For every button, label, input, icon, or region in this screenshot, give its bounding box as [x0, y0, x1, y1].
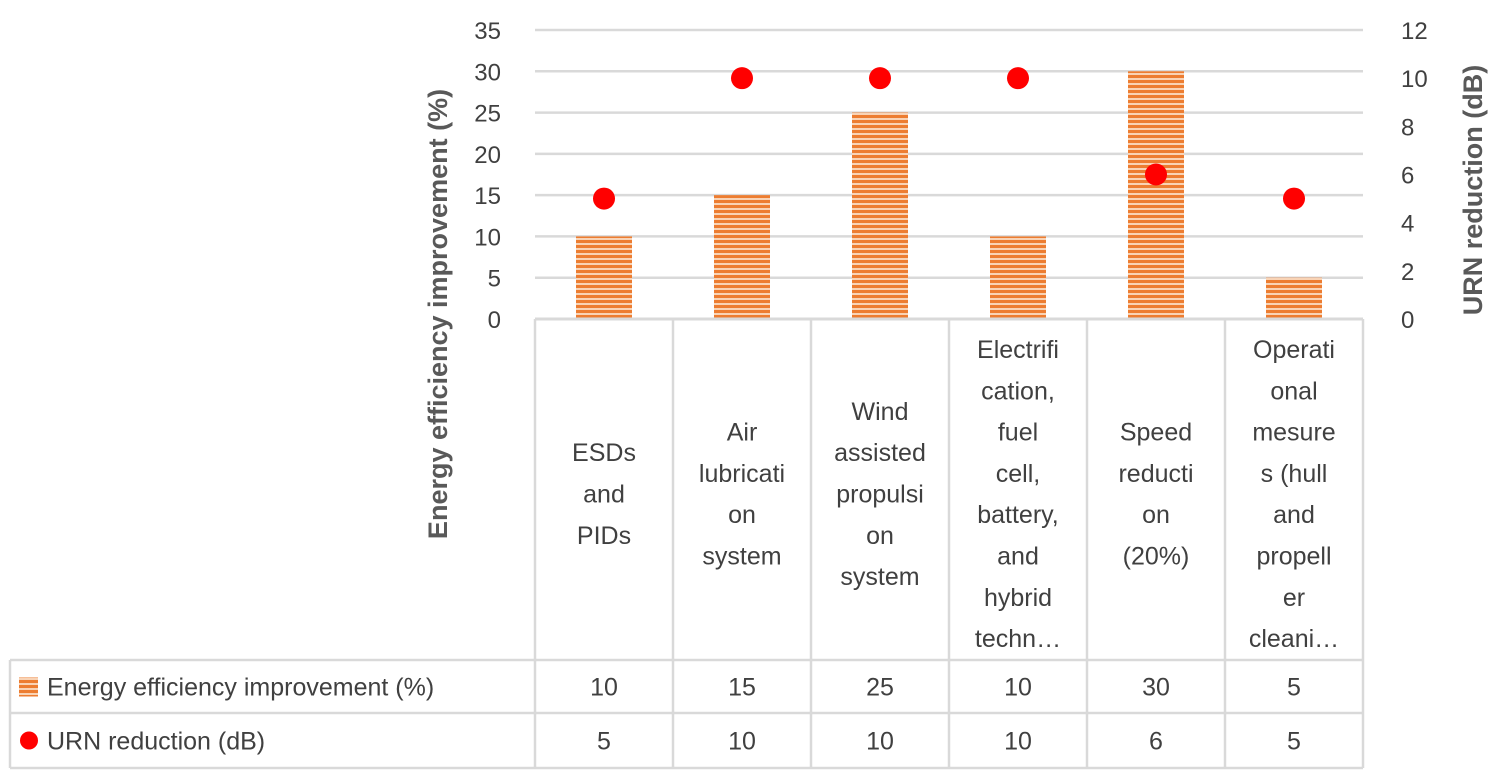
y-tick-label: 25 — [474, 101, 501, 128]
y-right-tick-label: 2 — [1401, 259, 1414, 286]
table-cell: 15 — [728, 674, 756, 702]
category-label: Air — [727, 419, 758, 447]
category-label: system — [702, 542, 781, 570]
table-cell: 10 — [866, 728, 894, 756]
category-label: techn… — [975, 625, 1061, 653]
category-label: er — [1283, 584, 1305, 612]
category-label: and — [997, 542, 1039, 570]
scatter-point — [869, 67, 891, 90]
y-right-tick-label: 4 — [1401, 211, 1414, 238]
category-label: hybrid — [984, 584, 1052, 612]
scatter-point — [593, 187, 615, 210]
table-cell: 5 — [1287, 728, 1301, 756]
table-cell: 5 — [597, 728, 611, 756]
category-label: assisted — [834, 439, 926, 467]
y-right-tick-label: 8 — [1401, 114, 1414, 141]
category-label: onal — [1270, 377, 1317, 405]
scatter-point — [731, 67, 753, 90]
y-right-tick-label: 6 — [1401, 163, 1414, 190]
category-label: (20%) — [1123, 542, 1190, 570]
category-label: on — [866, 522, 894, 550]
scatter-point — [1283, 187, 1305, 210]
table-cell: 10 — [590, 674, 618, 702]
category-label: battery, — [977, 501, 1059, 529]
y-right-tick-label: 10 — [1401, 66, 1428, 93]
legend-label: Energy efficiency improvement (%) — [47, 674, 434, 702]
y-tick-label: 5 — [488, 266, 501, 293]
scatter-point — [1145, 163, 1167, 186]
y-tick-label: 20 — [474, 142, 501, 169]
y-right-axis-title: URN reduction (dB) — [1458, 65, 1488, 315]
table-cell: 5 — [1287, 674, 1301, 702]
table-cell: 30 — [1142, 674, 1170, 702]
category-label: lubricati — [699, 460, 785, 488]
category-label: PIDs — [577, 522, 631, 550]
legend-label: URN reduction (dB) — [47, 728, 265, 756]
bar — [1128, 71, 1184, 320]
category-label: mesure — [1252, 419, 1335, 447]
category-label: propell — [1256, 542, 1331, 570]
category-label: and — [1273, 501, 1315, 529]
legend-dot-swatch — [20, 731, 38, 750]
category-label: on — [1142, 501, 1170, 529]
category-label: cation, — [981, 377, 1055, 405]
category-label: system — [840, 563, 919, 591]
category-label: fuel — [998, 419, 1038, 447]
category-label: ESDs — [572, 439, 636, 467]
category-label: Electrifi — [977, 336, 1059, 364]
y-tick-label: 0 — [488, 307, 501, 334]
legend-bar-swatch — [19, 677, 38, 697]
y-right-tick-label: 0 — [1401, 307, 1414, 334]
table-cell: 10 — [728, 728, 756, 756]
table-cell: 6 — [1149, 728, 1163, 756]
category-label: s (hull — [1261, 460, 1328, 488]
bar — [1266, 277, 1322, 319]
bar — [852, 112, 908, 319]
y-axis-title: Energy efficiency improvement (%) — [423, 89, 453, 539]
table-cell: 10 — [1004, 728, 1032, 756]
y-tick-label: 15 — [474, 183, 501, 210]
category-label: on — [728, 501, 756, 529]
category-label: Speed — [1120, 419, 1192, 447]
category-label: and — [583, 481, 625, 509]
category-label: Wind — [852, 398, 909, 426]
table-cell: 25 — [866, 674, 894, 702]
bar — [576, 236, 632, 319]
y-tick-label: 35 — [474, 18, 501, 45]
category-label: Operati — [1253, 336, 1335, 364]
y-right-tick-label: 12 — [1401, 18, 1428, 45]
table-cell: 10 — [1004, 674, 1032, 702]
bar — [990, 236, 1046, 319]
category-label: cleani… — [1249, 625, 1339, 653]
scatter-point — [1007, 67, 1029, 90]
category-label: propulsi — [836, 481, 924, 509]
category-label: cell, — [996, 460, 1040, 488]
y-tick-label: 30 — [474, 59, 501, 86]
category-label: reducti — [1118, 460, 1193, 488]
bar — [714, 195, 770, 319]
y-tick-label: 10 — [474, 224, 501, 251]
